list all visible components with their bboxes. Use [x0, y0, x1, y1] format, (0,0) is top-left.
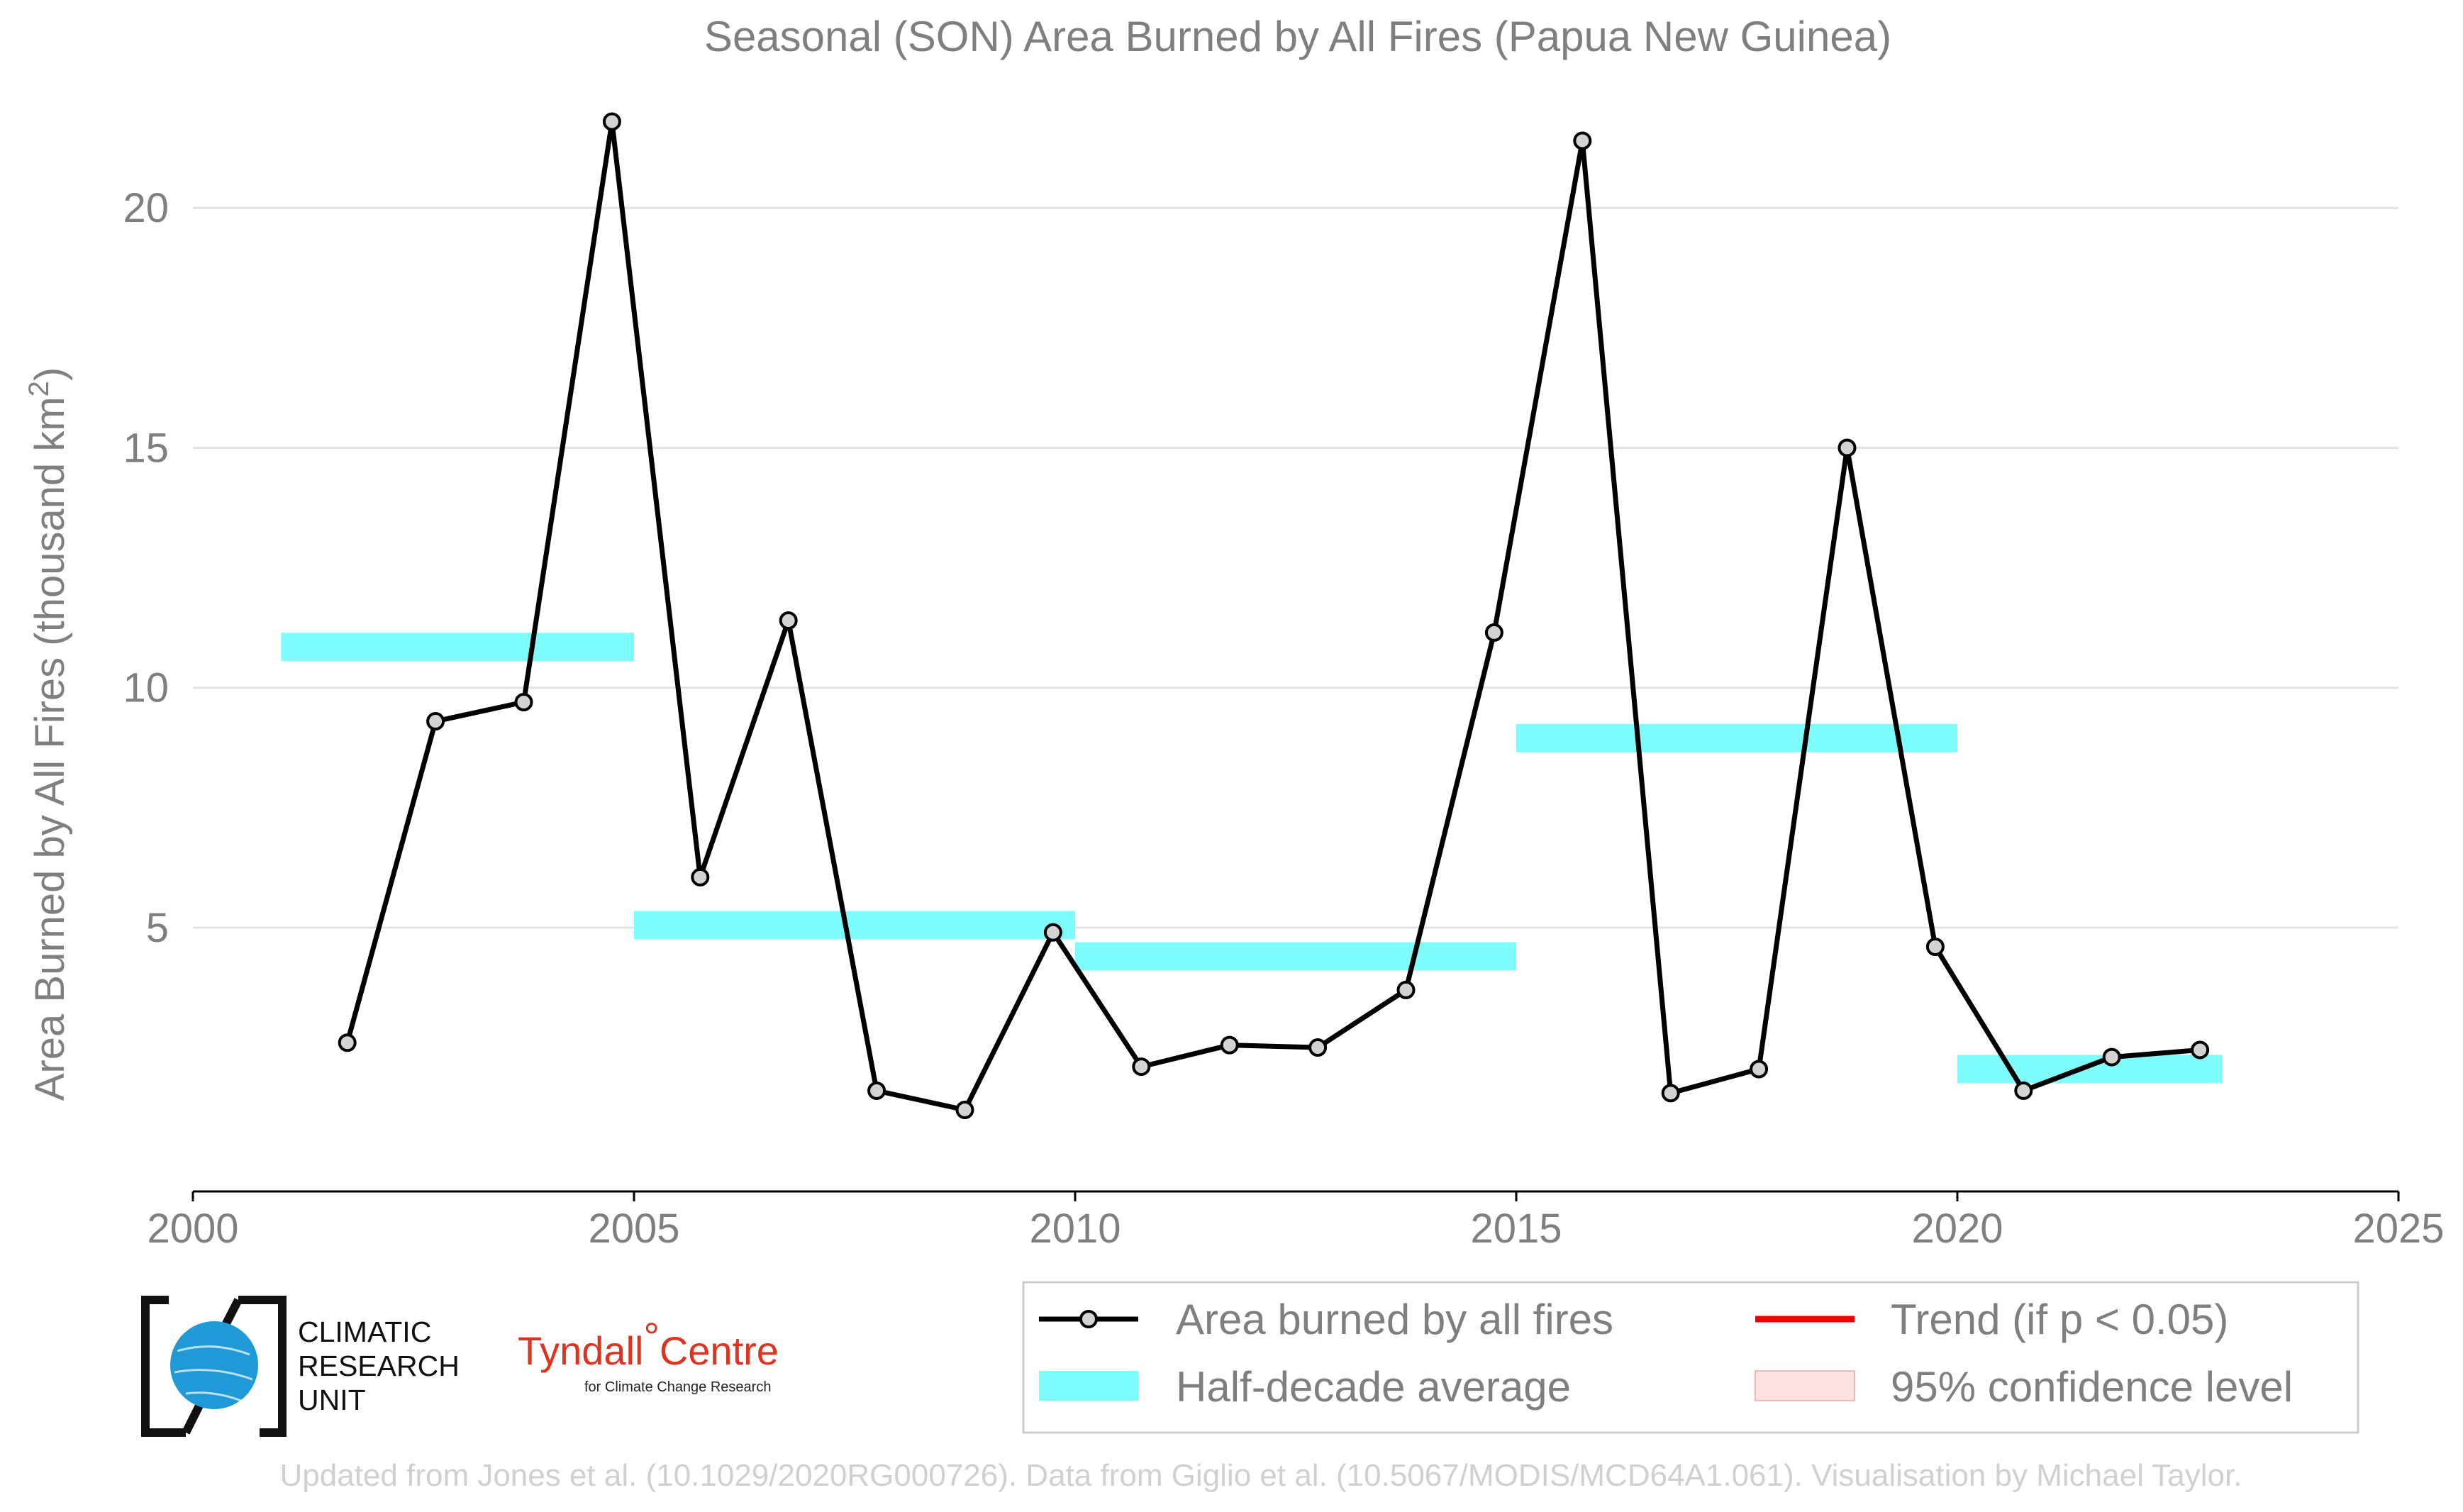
y-tick-label-15: 15: [123, 425, 169, 471]
data-point-4: [691, 867, 710, 886]
half-decade-averages: [281, 633, 2223, 1084]
data-point-16: [1750, 1060, 1769, 1079]
series-area-burned: [338, 112, 2210, 1119]
data-point-10: [1220, 1035, 1239, 1055]
legend-label-line: Area burned by all fires: [1176, 1296, 1613, 1343]
cru-logo-text-3: UNIT: [298, 1384, 366, 1416]
series-line: [345, 118, 2201, 1113]
data-point-11: [1308, 1038, 1328, 1057]
half-decade-bar-2010: [1075, 942, 1516, 971]
tyndall-name: Tyndall: [518, 1328, 643, 1373]
y-gridlines: [193, 206, 2398, 929]
data-point-19: [2014, 1081, 2033, 1100]
data-point-3: [602, 112, 621, 131]
cru-logo-bracket-left: [141, 1296, 186, 1437]
data-point-1: [426, 712, 445, 731]
y-tick-label-20: 20: [123, 185, 169, 231]
cru-logo-slash-top: [221, 1298, 243, 1327]
data-point-14: [1573, 131, 1592, 150]
half-decade-bar-2005: [634, 911, 1075, 940]
data-point-18: [1925, 938, 1945, 956]
data-point-21: [2191, 1040, 2210, 1060]
data-point-6: [867, 1081, 886, 1100]
legend-label-half-decade: Half-decade average: [1176, 1363, 1571, 1411]
data-point-5: [779, 611, 798, 630]
legend-marker-swatch: [1079, 1310, 1098, 1328]
cru-logo-text-2: RESEARCH: [298, 1350, 460, 1382]
x-tick-label-2000: 2000: [147, 1206, 238, 1252]
data-point-20: [2102, 1047, 2121, 1067]
half-decade-bar-2020: [1957, 1055, 2223, 1084]
tyndall-logo: Tyndall°Centre for Climate Change Resear…: [518, 1314, 779, 1395]
x-ticks: 2000 2005 2010 2015 2020 2025: [147, 1191, 2445, 1252]
legend-label-trend: Trend (if p < 0.05): [1891, 1296, 2228, 1343]
legend-ci-swatch: [1755, 1370, 1855, 1401]
data-point-17: [1837, 438, 1857, 457]
y-axis-label-main: Area Burned by All Fires (thousand km: [27, 396, 73, 1101]
x-tick-label-2025: 2025: [2352, 1206, 2444, 1252]
globe-icon: [170, 1321, 258, 1409]
y-axis-label-end: ): [27, 367, 73, 381]
globe-icon-lines: [174, 1345, 253, 1402]
cru-logo-text-1: CLIMATIC: [298, 1316, 431, 1348]
x-tick-label-2015: 2015: [1470, 1206, 1562, 1252]
data-point-13: [1484, 623, 1503, 642]
data-point-9: [1132, 1057, 1151, 1077]
data-point-8: [1043, 923, 1062, 942]
y-tick-label-5: 5: [146, 905, 169, 951]
y-axis-label: Area Burned by All Fires (thousand km2): [23, 367, 73, 1101]
credit-line: Updated from Jones et al. (10.1029/2020R…: [280, 1458, 2242, 1493]
cru-logo: CLIMATIC RESEARCH UNIT: [141, 1296, 460, 1437]
x-tick-label-2020: 2020: [1911, 1206, 2003, 1252]
cru-logo-bracket-right: [238, 1296, 287, 1437]
legend-box: [1022, 1281, 2359, 1434]
legend: Area burned by all fires Trend (if p < 0…: [1022, 1281, 2359, 1434]
data-point-7: [955, 1101, 974, 1119]
data-point-0: [338, 1033, 357, 1052]
tyndall-degree: °: [643, 1314, 659, 1359]
x-tick-label-2010: 2010: [1029, 1206, 1121, 1252]
half-decade-bar-2001: [281, 633, 634, 662]
data-point-15: [1661, 1084, 1680, 1103]
tyndall-centre: Centre: [660, 1328, 779, 1373]
chart-title: Seasonal (SON) Area Burned by All Fires …: [704, 13, 1891, 60]
legend-half-decade-swatch: [1039, 1371, 1138, 1401]
tyndall-logo-subtitle: for Climate Change Research: [584, 1379, 771, 1395]
half-decade-bar-2015: [1516, 723, 1957, 752]
y-tick-label-10: 10: [123, 665, 169, 711]
y-tick-labels: 5 10 15 20: [123, 185, 169, 951]
tyndall-logo-wordmark: Tyndall°Centre: [518, 1314, 779, 1373]
legend-label-ci: 95% confidence level: [1891, 1363, 2293, 1411]
data-point-2: [514, 693, 533, 711]
y-axis-label-superscript: 2: [23, 381, 55, 396]
x-tick-label-2005: 2005: [588, 1206, 679, 1252]
data-point-12: [1396, 980, 1416, 999]
